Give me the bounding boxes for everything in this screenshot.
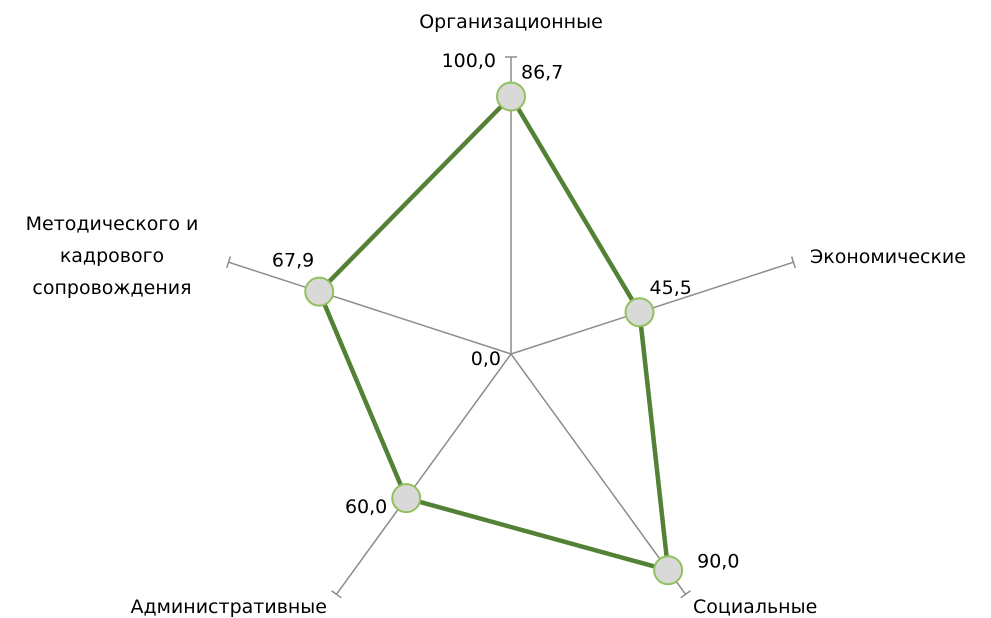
axis-end-tick-3 xyxy=(680,590,691,599)
category-label-административные: Административные xyxy=(130,596,327,618)
axis-end-tick-5 xyxy=(225,256,232,269)
value-label-организационные: 86,7 xyxy=(521,62,563,84)
series-polygon xyxy=(316,94,671,573)
category-label-экономические: Экономические xyxy=(810,246,966,268)
value-label-административные: 60,0 xyxy=(345,496,387,518)
series-layer xyxy=(316,94,671,573)
axis-end-tick-4 xyxy=(331,590,342,599)
axis-min-label: 0,0 xyxy=(471,348,501,370)
value-label-экономические: 45,5 xyxy=(650,277,692,299)
axis-end-tick-2 xyxy=(790,256,797,269)
value-label-социальные: 90,0 xyxy=(697,550,739,572)
axis-line-4 xyxy=(335,353,512,595)
value-label-методического-и-кадрового-сопровождения: 67,9 xyxy=(272,250,314,272)
data-point-организационные xyxy=(496,81,526,112)
axis-line-5 xyxy=(228,261,512,355)
axis-line-3 xyxy=(510,353,687,595)
category-label-методического-и-кадрового-сопровождения-line-3: сопровождения xyxy=(32,277,191,299)
axis-max-label: 100,0 xyxy=(442,50,496,72)
data-point-экономические xyxy=(624,297,655,328)
category-label-методического-и-кадрового-сопровождения-line-2: кадрового xyxy=(60,245,164,267)
points-layer xyxy=(304,81,684,586)
category-label-методического-и-кадрового-сопровождения-line-1: Методического и xyxy=(26,213,199,235)
category-label-организационные: Организационные xyxy=(419,11,603,33)
data-point-социальные xyxy=(653,555,684,586)
labels-layer: 86,7 45,5 90,0 60,0 67,9 0,0 100,0 Организацион… xyxy=(26,11,966,618)
axes-layer xyxy=(225,56,797,599)
data-point-административные xyxy=(391,483,422,514)
data-point-методического-и-кадрового-сопровождения xyxy=(304,276,335,307)
category-label-социальные: Социальные xyxy=(693,596,817,618)
